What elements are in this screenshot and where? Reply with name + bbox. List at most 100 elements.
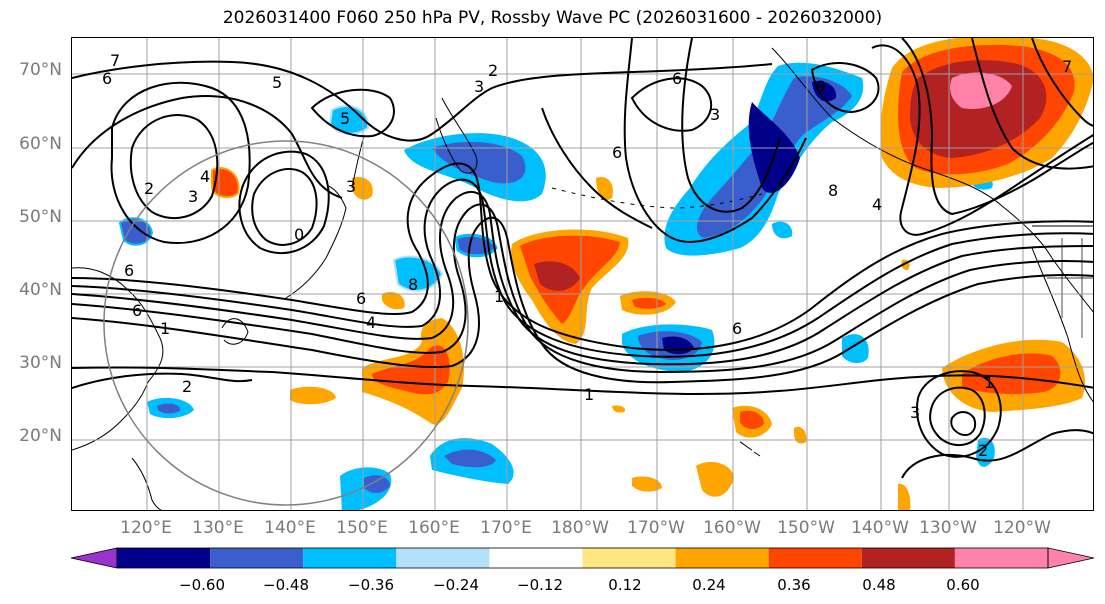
- longitude-label: 120°W: [993, 518, 1051, 538]
- contour-line: [72, 60, 773, 142]
- contour-line: [916, 370, 1002, 458]
- longitude-label: 170°E: [480, 518, 532, 538]
- contour-line: [129, 114, 219, 220]
- colorbar-cell: [396, 548, 490, 568]
- negative-anomaly-patch: [432, 141, 526, 184]
- contour-line: [72, 178, 1093, 358]
- longitude-label: 160°E: [408, 518, 460, 538]
- map-gridlines: [72, 38, 1093, 510]
- negative-anomaly-patch: [444, 449, 496, 468]
- contour-label: 1: [984, 373, 994, 392]
- contour-line: [72, 372, 253, 389]
- contour-label: 2: [182, 377, 192, 396]
- reference-circle: [103, 140, 469, 506]
- contour-label: 9: [816, 77, 826, 96]
- contour-label: 2: [978, 441, 988, 460]
- latitude-label: 50°N: [19, 207, 62, 227]
- contour-line: [901, 38, 1093, 216]
- pv-anomaly-shading: [118, 38, 1093, 510]
- colorbar-extend-high: [1047, 547, 1095, 569]
- colorbar-cell: [489, 548, 583, 568]
- contour-label: 4: [872, 195, 882, 214]
- colorbar-tick-label: −0.24: [433, 576, 479, 594]
- negative-anomaly-patch: [157, 403, 181, 414]
- contour-line: [72, 216, 1093, 384]
- contour-label: 6: [672, 69, 682, 88]
- colorbar-tick-label: −0.60: [179, 576, 225, 594]
- colorbar-tick-label: 0.48: [862, 576, 896, 594]
- colorbar-cell: [303, 548, 397, 568]
- longitude-label: 130°W: [919, 518, 977, 538]
- map-canvas: 7 6 5 5 2 3 6 9 2 3 3 4 6 0 6 1 6 1 4 8 …: [72, 38, 1093, 510]
- contour-label: 7: [1062, 57, 1072, 76]
- contour-labels: 7 6 5 5 2 3 6 9 2 3 3 4 6 0 6 1 6 1 4 8 …: [102, 51, 1072, 460]
- negative-anomaly-patch: [118, 217, 154, 246]
- colorbar-cell: [582, 548, 676, 568]
- contour-line: [72, 162, 1093, 351]
- contour-line: [950, 411, 976, 436]
- contour-label: 6: [132, 301, 142, 320]
- contour-line: [310, 88, 395, 138]
- positive-anomaly-patch: [962, 353, 1061, 395]
- aleutian-islands: [551, 187, 763, 209]
- negative-anomaly-patch: [364, 475, 390, 493]
- contour-label: 1: [584, 385, 594, 404]
- hawaii-islands: [739, 441, 761, 457]
- contour-label: 6: [356, 289, 366, 308]
- us-state-lines: [1047, 238, 1093, 338]
- positive-anomaly-patch: [612, 405, 626, 413]
- longitude-label: 180°W: [551, 518, 609, 538]
- contour-label: 3: [910, 403, 920, 422]
- longitude-label: 150°E: [336, 518, 388, 538]
- contour-label: 4: [366, 313, 376, 332]
- contour-label: 0: [294, 225, 304, 244]
- pv-contours: [72, 38, 1093, 479]
- colorbar-cell: [768, 548, 862, 568]
- contour-line: [251, 168, 318, 246]
- positive-anomaly-patch: [382, 291, 405, 310]
- positive-anomaly-patch: [534, 261, 580, 291]
- positive-anomaly-patch: [352, 176, 373, 200]
- latitude-label: 60°N: [19, 134, 62, 154]
- kamchatka-coast: [435, 97, 478, 174]
- positive-anomaly-patch: [794, 426, 807, 444]
- contour-line: [1031, 38, 1093, 127]
- positive-anomaly-patch: [950, 72, 1012, 110]
- longitude-label: 130°E: [192, 518, 244, 538]
- contour-line: [238, 150, 330, 255]
- colorbar-extend-low: [70, 547, 118, 569]
- positive-anomaly-patch: [596, 176, 613, 200]
- contour-label: 6: [732, 319, 742, 338]
- colorbar-tick-label: −0.36: [348, 576, 394, 594]
- colorbar-tick-label: 0.24: [692, 576, 726, 594]
- negative-anomaly-patch: [772, 221, 793, 239]
- contour-line: [630, 77, 712, 132]
- latitude-label: 30°N: [19, 353, 62, 373]
- colorbar-tick-label: −0.48: [263, 576, 309, 594]
- contour-label: 4: [200, 167, 210, 186]
- east-asia-coast: [72, 267, 164, 451]
- negative-anomaly-patch: [812, 80, 837, 102]
- longitude-label: 140°E: [264, 518, 316, 538]
- longitude-label: 140°W: [851, 518, 909, 538]
- alaska-coast: [771, 47, 1093, 313]
- colorbar-cell: [675, 548, 769, 568]
- contour-label: 6: [102, 69, 112, 88]
- negative-anomaly-patch: [392, 255, 444, 292]
- latitude-label: 70°N: [19, 60, 62, 80]
- colorbar-tick-label: 0.12: [608, 576, 642, 594]
- contour-line: [110, 81, 251, 244]
- contour-label: 8: [828, 181, 838, 200]
- negative-anomaly-patch: [748, 102, 800, 193]
- contour-line: [871, 44, 1093, 236]
- north-america-coast: [1031, 247, 1093, 403]
- korea-coast: [221, 318, 249, 345]
- contour-label: 3: [188, 187, 198, 206]
- colorbar-cell: [954, 548, 1048, 568]
- contour-label: 3: [474, 77, 484, 96]
- colorbar-cell: [117, 548, 211, 568]
- contour-line: [681, 38, 781, 213]
- contour-label: 5: [340, 109, 350, 128]
- contour-line: [971, 38, 1093, 170]
- contour-line: [623, 38, 807, 243]
